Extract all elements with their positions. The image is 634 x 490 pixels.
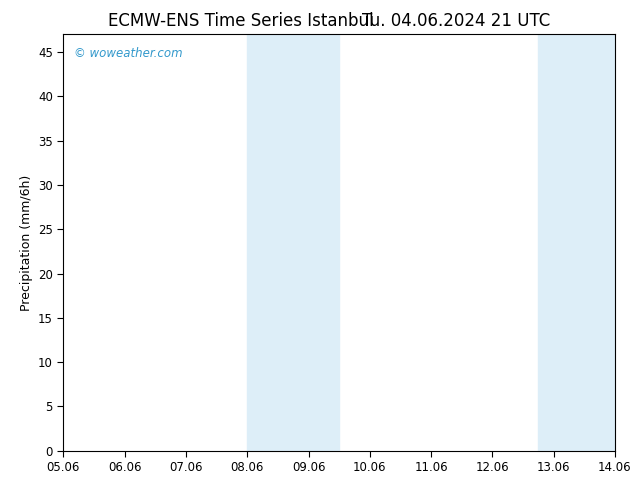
Text: ECMW-ENS Time Series Istanbul: ECMW-ENS Time Series Istanbul [108,12,373,30]
Text: © woweather.com: © woweather.com [74,47,183,60]
Bar [247,34,339,451]
Text: Tu. 04.06.2024 21 UTC: Tu. 04.06.2024 21 UTC [363,12,550,30]
Bar [538,34,615,451]
Y-axis label: Precipitation (mm/6h): Precipitation (mm/6h) [20,174,32,311]
